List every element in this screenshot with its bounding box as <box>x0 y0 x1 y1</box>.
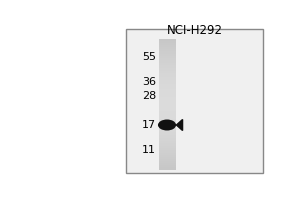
Text: NCI-H292: NCI-H292 <box>167 24 222 37</box>
Text: 28: 28 <box>142 91 156 101</box>
Text: 17: 17 <box>142 120 156 130</box>
Text: 55: 55 <box>142 52 156 62</box>
Bar <box>126 29 263 173</box>
Text: 11: 11 <box>142 145 156 155</box>
Text: 36: 36 <box>142 77 156 87</box>
Ellipse shape <box>158 119 176 130</box>
Polygon shape <box>176 119 183 130</box>
